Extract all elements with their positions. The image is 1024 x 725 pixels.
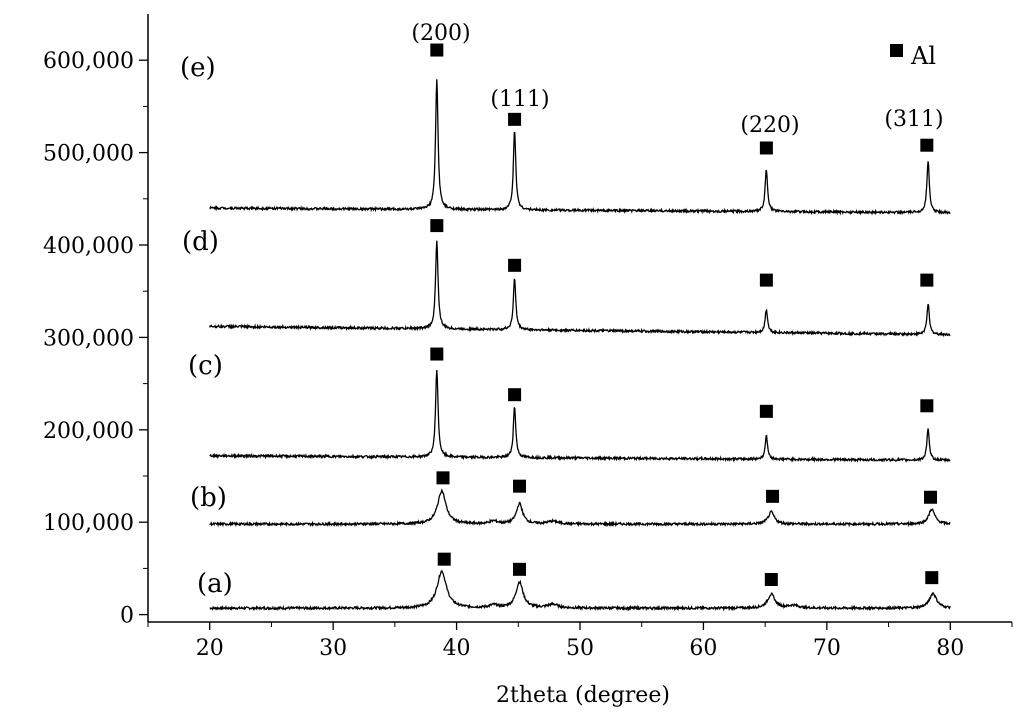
al-peak-marker: [508, 258, 522, 272]
series-label: (e): [180, 53, 216, 83]
y-tick-label: 600,000: [43, 49, 134, 74]
legend: Al: [890, 42, 936, 70]
legend-marker: [890, 44, 903, 57]
x-tick-label: 80: [936, 636, 964, 661]
al-peak-marker: [924, 490, 938, 504]
miller-index-label: (200): [411, 21, 470, 46]
marker-layer: [430, 43, 939, 586]
al-peak-marker: [766, 489, 780, 503]
x-tick-label: 50: [566, 636, 594, 661]
x-tick-label: 60: [689, 636, 717, 661]
y-tick-label: 200,000: [43, 419, 134, 444]
miller-index-label: (111): [490, 87, 549, 112]
al-peak-marker: [925, 571, 939, 585]
al-peak-marker: [920, 399, 934, 413]
miller-index-label: (311): [884, 107, 943, 132]
x-tick-label: 40: [443, 636, 471, 661]
series-layer: [209, 79, 951, 612]
series-label: (a): [197, 569, 233, 599]
al-peak-marker: [513, 479, 527, 493]
x-tick-label: 20: [196, 636, 224, 661]
series-line: [209, 369, 951, 463]
al-peak-marker: [437, 552, 451, 566]
miller-index-label: (220): [740, 113, 799, 138]
series-line: [209, 240, 951, 338]
al-peak-marker: [508, 388, 522, 402]
y-tick-label: 300,000: [43, 326, 134, 351]
x-tick-label: 30: [319, 636, 347, 661]
al-peak-marker: [513, 562, 527, 576]
x-tick-label: 70: [813, 636, 841, 661]
y-tick-label: 100,000: [43, 511, 134, 536]
al-peak-marker: [764, 572, 778, 586]
legend-label: Al: [910, 42, 936, 70]
al-peak-marker: [759, 141, 773, 155]
y-tick-label: 400,000: [43, 234, 134, 259]
axes: 20 30 40 50 60 70 80 0 100,000 200,000 300,000 400,…: [43, 14, 1013, 661]
series-line: [209, 488, 951, 528]
al-peak-marker: [920, 273, 934, 287]
series-line: [209, 79, 951, 216]
al-peak-marker: [508, 112, 522, 126]
al-peak-marker: [759, 273, 773, 287]
series-label: (b): [190, 483, 227, 513]
series-label: (c): [188, 351, 223, 381]
al-peak-marker: [920, 138, 934, 152]
al-peak-marker: [430, 219, 444, 233]
label-layer: (a) (b) (c) (d) (e) (200) (111) (220) (311): [180, 21, 944, 599]
al-peak-marker: [430, 43, 444, 57]
y-tick-label: 500,000: [43, 142, 134, 167]
al-peak-marker: [759, 404, 773, 418]
al-peak-marker: [430, 347, 444, 361]
series-line: [209, 569, 951, 612]
series-label: (d): [182, 227, 219, 257]
x-axis-title: 2theta (degree): [496, 683, 670, 708]
y-tick-label: 0: [120, 604, 134, 629]
al-peak-marker: [436, 471, 450, 485]
